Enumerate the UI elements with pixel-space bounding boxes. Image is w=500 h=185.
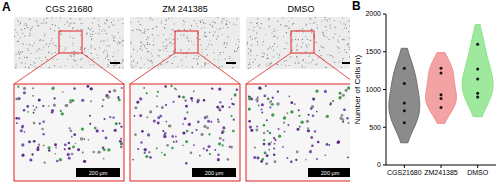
svg-text:2000: 2000 xyxy=(365,10,381,17)
svg-text:CGS21680: CGS21680 xyxy=(387,169,422,176)
svg-text:ZM 241385: ZM 241385 xyxy=(162,4,208,14)
svg-text:CGS 21680: CGS 21680 xyxy=(45,4,92,14)
svg-text:1500: 1500 xyxy=(365,48,381,55)
svg-text:200 μm: 200 μm xyxy=(89,170,108,176)
svg-text:Number of Cells (n): Number of Cells (n) xyxy=(353,54,362,124)
svg-text:1000: 1000 xyxy=(365,86,381,93)
svg-text:A: A xyxy=(8,0,11,14)
svg-text:ZM241385: ZM241385 xyxy=(424,169,458,176)
svg-text:500: 500 xyxy=(369,124,381,131)
svg-text:DMSO: DMSO xyxy=(467,169,489,176)
svg-text:200 μm: 200 μm xyxy=(205,170,224,176)
svg-text:200 μm: 200 μm xyxy=(321,170,340,176)
html-text:B: B xyxy=(352,0,361,13)
svg-text:0: 0 xyxy=(377,161,381,168)
svg-text:DMSO: DMSO xyxy=(288,4,315,14)
